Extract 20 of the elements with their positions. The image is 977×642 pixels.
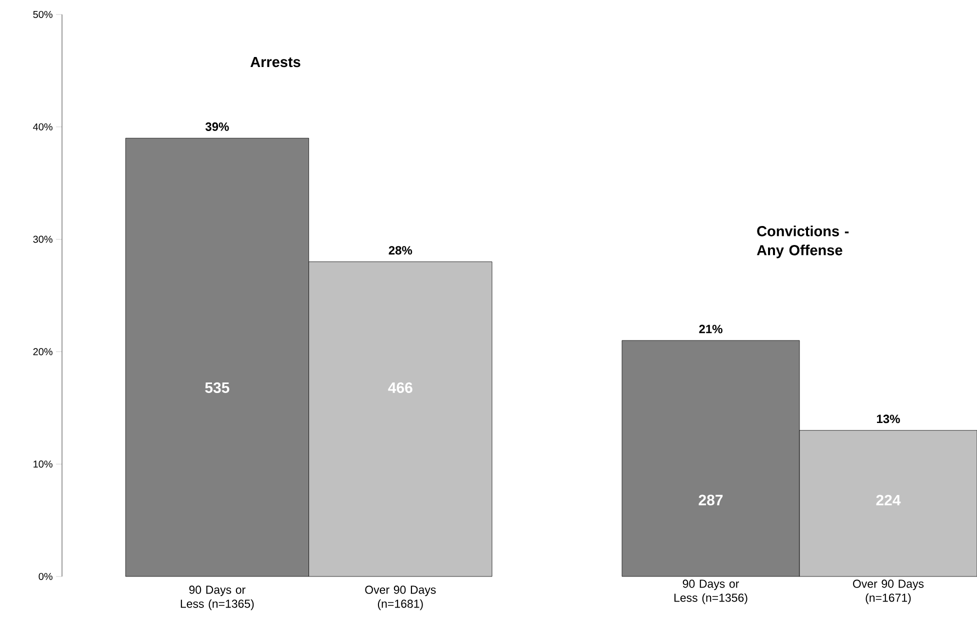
y-tick-label: 40% <box>33 123 52 130</box>
data-label: 28% <box>388 246 412 255</box>
data-label: 21% <box>699 324 722 334</box>
x-tick-label: 90 Days or Less (n=1356) <box>674 580 748 604</box>
x-tick-label: Over 90 Days (n=1681) <box>365 586 436 610</box>
annotation: 287 <box>698 494 723 506</box>
data-label: 39% <box>205 122 229 131</box>
y-tick-label: 30% <box>33 236 52 243</box>
text: Convictions - Any Offense <box>756 226 849 258</box>
x-tick-label: 90 Days or Less (n=1365) <box>180 586 254 610</box>
annotation: 224 <box>876 494 901 506</box>
y-tick-label: 10% <box>34 460 52 468</box>
y-tick-label: 50% <box>33 10 52 18</box>
y-tick-label: 20% <box>33 348 52 356</box>
annotation: 466 <box>388 382 412 393</box>
y-tick-label: 0% <box>38 572 52 580</box>
x-tick-label: Over 90 Days (n=1671) <box>853 580 924 604</box>
annotation: 535 <box>205 382 230 393</box>
data-label: 13% <box>876 414 900 424</box>
text: Arrests <box>250 57 300 68</box>
